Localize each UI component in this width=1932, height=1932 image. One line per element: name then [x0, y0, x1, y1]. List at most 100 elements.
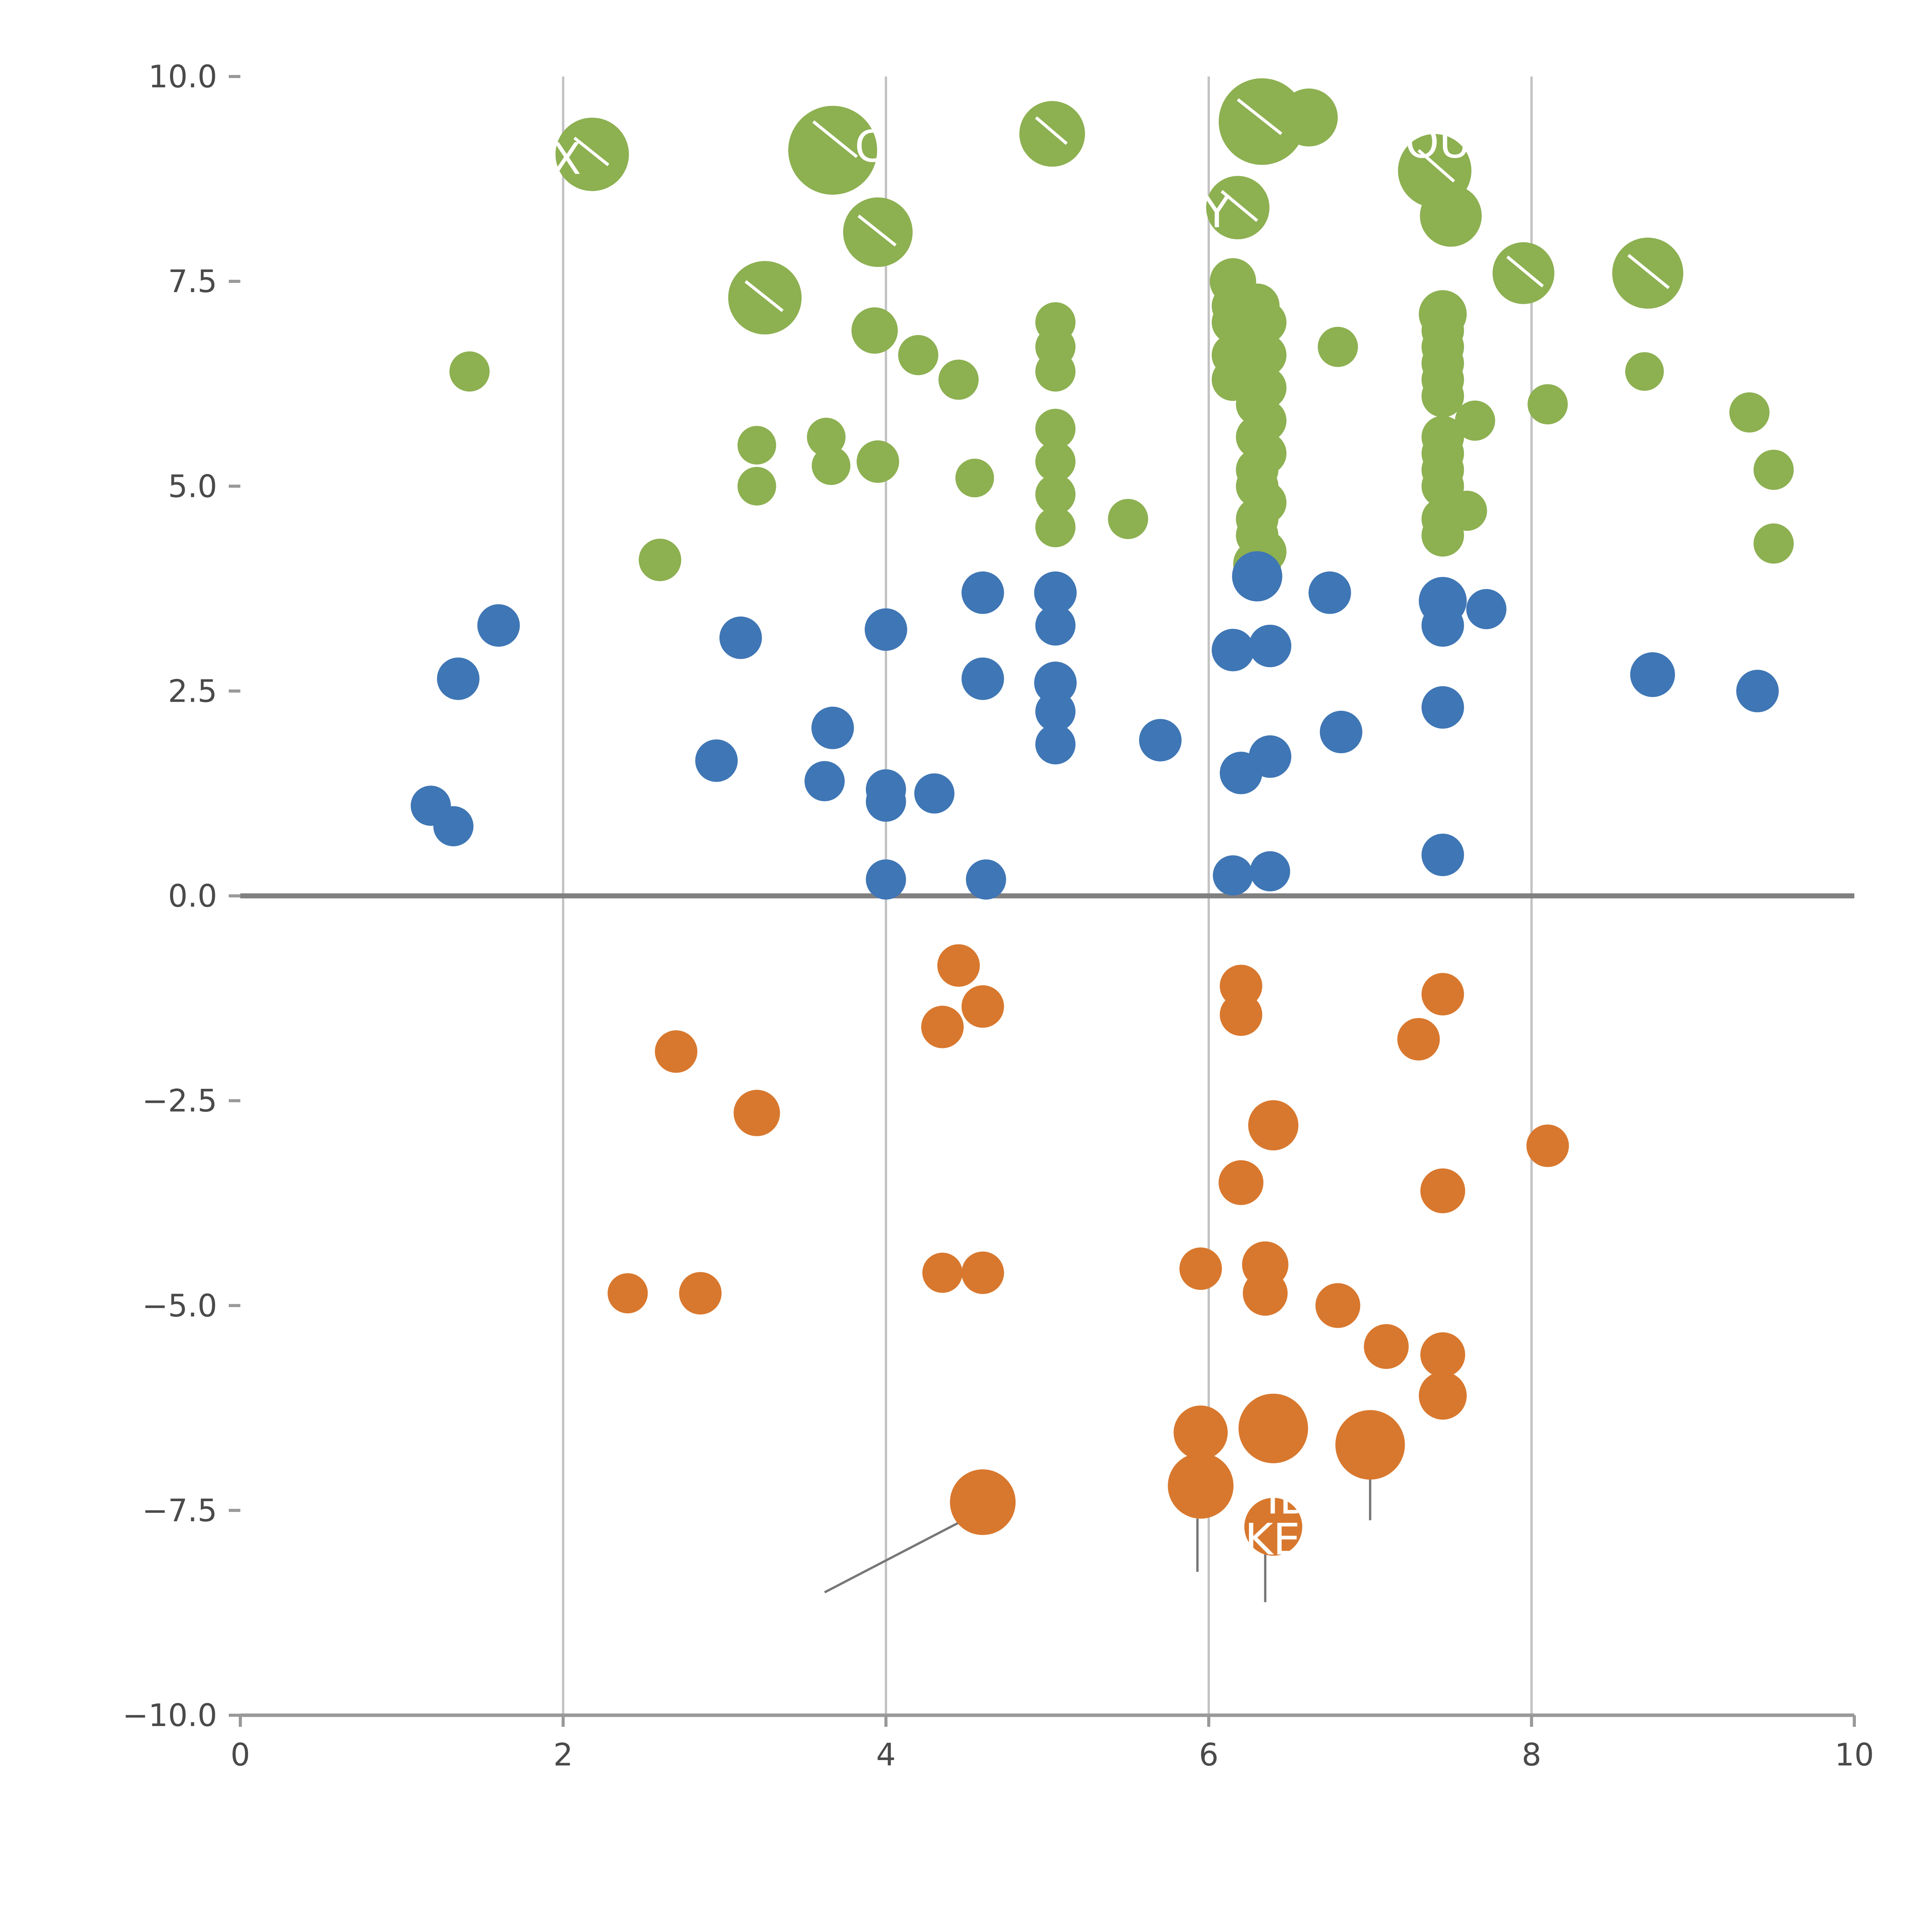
data-point-group-blue — [1250, 851, 1290, 891]
data-point-group-green — [1035, 507, 1076, 548]
data-point-group-green — [811, 446, 850, 485]
data-point-group-blue — [1736, 670, 1779, 713]
x-tick-label: 4 — [876, 1737, 896, 1773]
data-point-group-blue — [1421, 833, 1464, 876]
data-point-group-blue — [866, 859, 906, 900]
leader-line-white — [1417, 149, 1455, 183]
data-point-group-blue — [719, 616, 762, 659]
data-point-group-orange — [1244, 1498, 1303, 1556]
data-point-group-orange — [1420, 1332, 1465, 1377]
data-point-group-blue — [1466, 589, 1507, 629]
y-tick-label: 10.0 — [148, 59, 217, 95]
data-point-group-orange — [1238, 1393, 1308, 1463]
data-point-group-green — [898, 335, 939, 375]
bubble-label: C — [855, 122, 885, 172]
leader-line-white — [1627, 254, 1670, 289]
data-point-group-blue — [1034, 662, 1077, 704]
leader-line-white — [1236, 98, 1282, 135]
data-point-group-green — [788, 105, 877, 195]
data-point-group-blue — [966, 859, 1006, 900]
data-point-group-blue — [1308, 571, 1351, 614]
leader-line-white — [1506, 255, 1544, 287]
data-point-group-green — [449, 351, 490, 392]
leader-line-white — [1221, 190, 1259, 222]
data-point-group-orange — [1335, 1410, 1405, 1480]
bubble-label: Y — [1203, 187, 1230, 238]
data-point-group-orange — [1219, 993, 1262, 1036]
data-point-group-blue — [1421, 604, 1464, 647]
x-tick-label: 8 — [1522, 1737, 1541, 1773]
data-point-group-green — [1447, 490, 1487, 531]
bubble-label: X — [551, 134, 581, 184]
data-point-group-green — [1035, 351, 1076, 392]
data-point-group-orange — [679, 1272, 722, 1315]
data-point-group-blue — [961, 657, 1004, 700]
y-tick-label: −7.5 — [142, 1493, 217, 1529]
y-tick-label: −10.0 — [122, 1697, 217, 1733]
bubble-label: E — [988, 118, 1016, 168]
data-point-group-orange — [1421, 973, 1464, 1015]
data-point-group-orange — [961, 1251, 1004, 1294]
data-point-group-green — [1527, 384, 1568, 425]
data-point-group-orange — [607, 1273, 648, 1313]
data-point-group-green — [737, 467, 776, 506]
data-point-group-blue — [1034, 571, 1077, 614]
data-point-group-green — [1455, 400, 1495, 441]
data-point-group-green — [1421, 374, 1464, 417]
leader-line-white — [573, 136, 609, 167]
data-point-group-orange — [1173, 1405, 1228, 1460]
leader-line-white — [812, 120, 858, 158]
data-point-group-blue — [437, 657, 480, 700]
leader-line — [824, 1519, 964, 1594]
x-tick-label: 2 — [553, 1737, 573, 1773]
data-point-group-blue — [1139, 719, 1182, 762]
data-point-group-orange — [1168, 1453, 1234, 1519]
data-point-group-blue — [914, 773, 955, 814]
data-point-group-green — [1625, 352, 1664, 391]
data-point-group-blue — [1248, 735, 1291, 778]
data-point-group-blue — [1213, 855, 1253, 896]
data-point-group-orange — [922, 1252, 963, 1293]
data-point-group-blue — [961, 571, 1004, 614]
data-point-group-orange — [1420, 1168, 1465, 1213]
data-point-group-orange — [921, 1005, 964, 1048]
y-tick-label: −2.5 — [142, 1083, 217, 1119]
leader-line-white — [857, 214, 897, 247]
data-point-group-green — [1108, 499, 1148, 539]
data-point-group-blue — [477, 604, 520, 647]
data-point-group-blue — [1211, 629, 1254, 672]
data-point-group-orange — [733, 1090, 780, 1136]
data-point-group-green — [1035, 441, 1076, 482]
data-point-group-green — [1753, 449, 1794, 490]
data-point-group-orange — [950, 1469, 1016, 1535]
y-tick-label: −5.0 — [142, 1288, 217, 1324]
data-point-group-green — [737, 426, 776, 465]
bubble-label: ID — [1266, 1474, 1312, 1524]
data-point-group-orange — [1179, 1247, 1222, 1290]
data-point-group-orange — [1397, 1018, 1440, 1061]
data-point-group-green — [1280, 88, 1338, 147]
y-tick-label: 2.5 — [168, 673, 217, 709]
data-point-group-orange — [1418, 1372, 1467, 1420]
y-tick-label: 0.0 — [168, 878, 217, 914]
data-point-group-green — [1729, 392, 1770, 433]
data-point-group-blue — [866, 781, 906, 822]
bubble-label: MKE — [1208, 1515, 1301, 1565]
data-point-group-orange — [1526, 1124, 1569, 1167]
data-point-group-blue — [1035, 605, 1076, 646]
leader-line-white — [1035, 116, 1068, 145]
data-point-group-green — [639, 539, 682, 582]
data-point-group-green — [1035, 474, 1076, 515]
data-point-group-green — [1019, 101, 1085, 167]
x-tick-label: 10 — [1835, 1737, 1874, 1773]
y-tick-label: 7.5 — [168, 264, 217, 299]
data-point-group-orange — [1243, 1270, 1288, 1316]
data-point-group-green — [555, 117, 629, 191]
data-point-group-blue — [864, 608, 907, 651]
x-tick-label: 6 — [1199, 1737, 1219, 1773]
data-point-group-blue — [804, 761, 845, 801]
data-point-group-blue — [695, 739, 738, 782]
bubble-label: OU — [1405, 118, 1471, 168]
data-point-group-blue — [1035, 724, 1076, 765]
